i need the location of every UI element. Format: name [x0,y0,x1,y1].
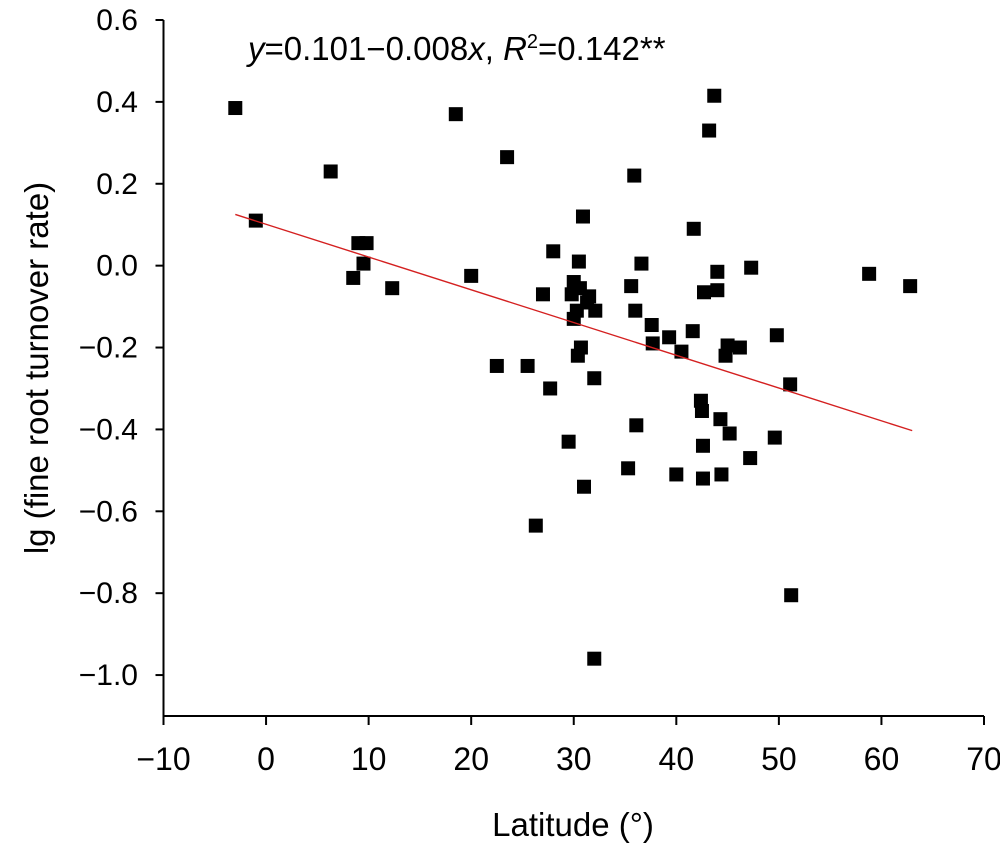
data-point [359,236,374,251]
x-tick-label: 0 [257,741,275,777]
data-point [710,264,725,279]
data-point [520,358,535,373]
data-point [588,303,603,318]
data-point [769,328,784,343]
data-point [707,88,722,103]
data-point [621,461,636,476]
equation-separator: , [485,30,503,67]
data-point [686,221,701,236]
data-point [228,101,243,116]
data-point [587,651,602,666]
y-tick-label: −0.8 [79,577,138,610]
data-point [575,209,590,224]
x-axis-title: Latitude (°) [492,806,654,843]
y-tick-label: 0.4 [96,86,138,119]
x-tick-label: −10 [136,741,190,777]
data-point [543,381,558,396]
data-point [528,518,543,533]
x-tick-label: 40 [659,741,695,777]
data-point [744,260,759,275]
equation-r-variable: R [503,30,527,67]
data-point [903,279,918,294]
x-tick-label: 10 [351,741,387,777]
equation-x-variable: x [466,30,486,67]
data-point [448,107,463,122]
x-axis-ticks: −10 0 10 20 30 40 50 60 70 [136,716,1000,777]
data-point [862,266,877,281]
y-tick-label: −0.2 [79,332,138,365]
x-tick-label: 60 [864,741,900,777]
data-point [784,588,799,603]
x-tick-label: 20 [453,741,489,777]
data-point [571,254,586,269]
data-point [385,281,400,296]
data-point [500,150,515,165]
data-point [767,430,782,445]
data-point [743,451,758,466]
data-point [694,403,709,418]
y-tick-label: 0.6 [96,4,138,37]
data-point [695,471,710,486]
data-point [489,358,504,373]
data-point [561,434,576,449]
y-axis-title: lg (fine root turnover rate) [18,182,55,554]
data-point [573,340,588,355]
data-point [783,377,798,392]
axes [162,20,984,717]
data-point [577,479,592,494]
data-point [720,338,735,353]
y-axis-ticks: 0.6 0.4 0.2 0.0 −0.2 −0.4 −0.6 −0.8 −1.0 [79,4,164,692]
data-point [710,283,725,298]
data-point [685,324,700,339]
equation-r-superscript: 2 [527,31,538,53]
data-points [228,88,918,666]
data-point [629,418,644,433]
data-point [356,256,371,271]
data-point [732,340,747,355]
data-point [627,168,642,183]
data-point [713,412,728,427]
equation-r-value: =0.142** [538,30,666,67]
data-point [697,285,712,300]
equation-y-variable: y [246,30,267,67]
data-point [323,164,338,179]
data-point [722,426,737,441]
data-point [669,467,684,482]
x-tick-label: 70 [966,741,1000,777]
data-point [587,371,602,386]
regression-line [235,213,913,432]
data-point [535,287,550,302]
data-point [695,438,710,453]
data-point [662,330,677,345]
y-tick-label: 0.0 [96,250,138,283]
y-tick-label: 0.2 [96,168,138,201]
data-point [644,318,659,333]
data-point [346,270,361,285]
data-point [628,303,643,318]
data-point [546,244,561,259]
y-tick-label: −1.0 [79,659,138,692]
data-point [702,123,717,138]
data-point [714,467,729,482]
data-point [582,289,597,304]
regression-equation: y=0.101−0.008x, R2=0.142** [246,30,666,67]
equation-coefficients: =0.101−0.008 [265,30,469,67]
y-tick-label: −0.6 [79,495,138,528]
x-tick-label: 30 [556,741,592,777]
data-point [634,256,649,271]
x-tick-label: 50 [761,741,797,777]
data-point [624,279,639,294]
y-tick-label: −0.4 [79,413,138,446]
data-point [464,268,479,283]
